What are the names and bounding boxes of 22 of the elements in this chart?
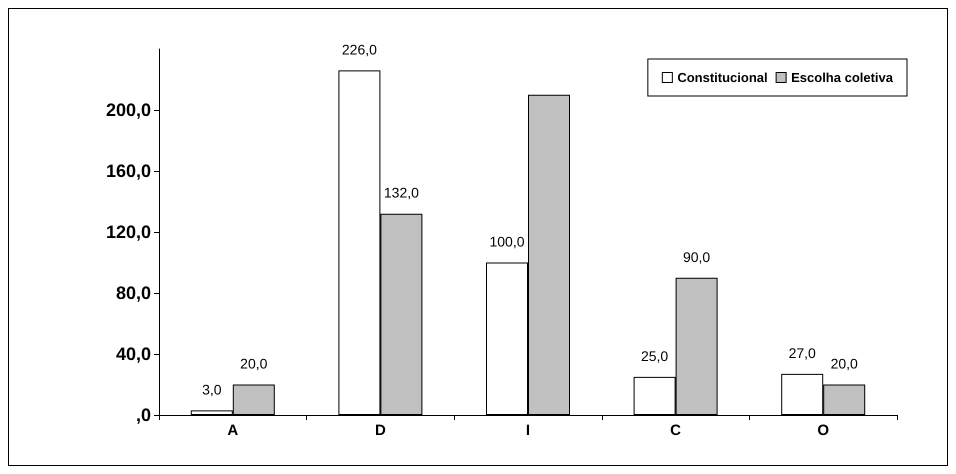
x-tick-label: D [374, 422, 386, 439]
data-label: 90,0 [682, 248, 710, 265]
y-tick-label: 80,0 [116, 283, 151, 303]
x-tick-label: C [670, 422, 682, 439]
legend-label: Constitucional [677, 70, 768, 85]
data-label: 27,0 [788, 344, 816, 361]
legend-label: Escolha coletiva [791, 70, 894, 85]
y-tick-label: 160,0 [106, 161, 151, 181]
data-label: 226,0 [342, 41, 378, 58]
x-tick-label: O [817, 422, 830, 439]
data-label: 132,0 [384, 184, 420, 201]
x-tick-label: A [227, 422, 238, 439]
data-label: 100,0 [489, 234, 525, 250]
data-label: 20,0 [830, 356, 858, 372]
data-label: 25,0 [640, 348, 668, 364]
data-label: 20,0 [240, 356, 268, 372]
y-tick-label: 200,0 [106, 100, 151, 120]
x-tick-label: I [526, 422, 530, 439]
y-tick-label: 40,0 [116, 344, 151, 364]
y-tick-label: 120,0 [106, 222, 151, 242]
y-tick-label: ,0 [136, 405, 151, 425]
data-label: 3,0 [202, 381, 222, 398]
